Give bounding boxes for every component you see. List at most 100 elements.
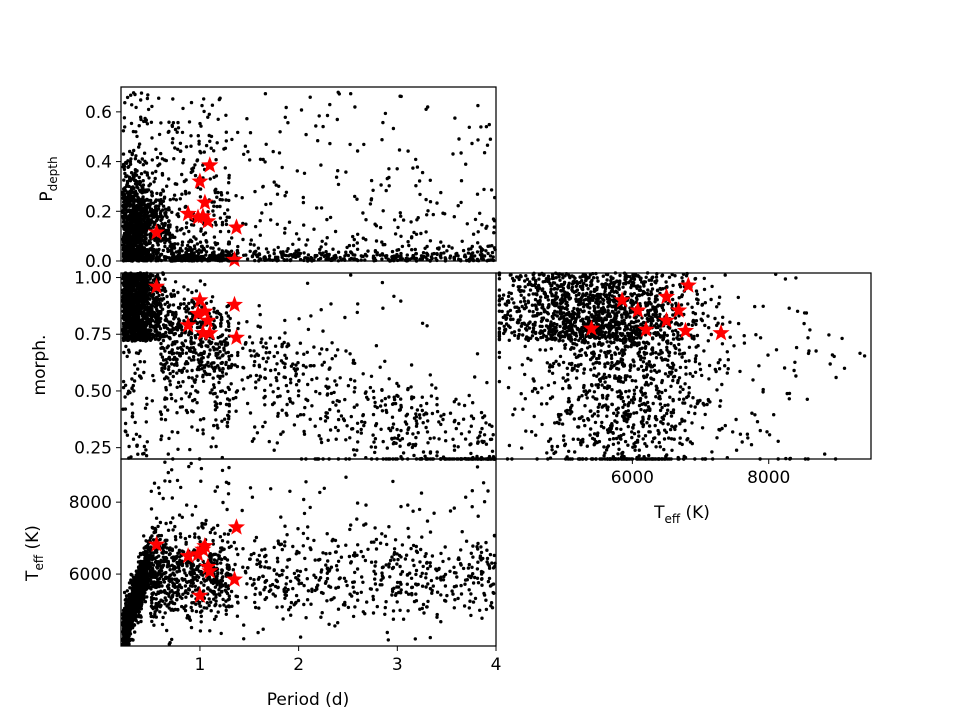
mid-point — [256, 353, 261, 358]
top-point — [127, 209, 131, 213]
mid-point — [479, 410, 484, 415]
top-point — [416, 216, 420, 220]
mid-point — [171, 340, 175, 345]
top-point — [127, 252, 131, 256]
mid-point — [127, 298, 131, 303]
mid-point — [209, 445, 213, 449]
mid-point — [134, 282, 138, 287]
top-point — [176, 147, 180, 151]
top-point — [269, 218, 273, 222]
top-point — [250, 254, 255, 259]
top-point — [286, 121, 290, 125]
top-point — [149, 208, 153, 212]
top-point — [158, 253, 162, 258]
top-point — [169, 243, 173, 247]
top-point — [163, 234, 167, 238]
top-point — [312, 227, 316, 231]
mid-point — [123, 395, 127, 399]
top-point — [131, 174, 136, 179]
top-point — [328, 102, 332, 107]
mid-point — [179, 302, 183, 306]
top-point — [142, 218, 146, 223]
mid-point — [157, 301, 161, 305]
top-point — [218, 204, 222, 209]
mid-point — [343, 397, 347, 402]
mid-point — [176, 322, 180, 326]
top-point — [320, 239, 324, 243]
mid-point — [309, 314, 313, 318]
top-point — [134, 173, 139, 177]
top-point — [280, 255, 284, 259]
mid-point — [331, 400, 335, 404]
mid-point — [355, 448, 359, 452]
top-point — [163, 241, 167, 245]
mid-point — [122, 321, 127, 326]
mid-point — [125, 433, 130, 437]
mid-point — [201, 432, 205, 436]
mid-point — [435, 409, 440, 414]
mid-point — [171, 311, 176, 315]
mid-point — [133, 363, 137, 367]
mid-point — [212, 310, 216, 314]
top-point — [435, 252, 439, 256]
mid-point — [184, 391, 188, 395]
top-point — [236, 130, 240, 135]
top-point — [141, 163, 146, 167]
right-point — [731, 430, 735, 434]
mid-point — [191, 300, 196, 304]
top-point — [121, 192, 126, 196]
mid-point — [312, 364, 316, 368]
top-point — [438, 254, 443, 258]
top-point — [302, 171, 307, 175]
mid-point — [275, 351, 280, 355]
mid-point — [380, 280, 385, 285]
top-point — [146, 249, 150, 253]
right-point — [732, 344, 736, 348]
mid-point — [190, 409, 194, 413]
mid-point — [355, 310, 359, 315]
mid-point — [452, 444, 457, 448]
top-point — [167, 231, 172, 235]
top-point — [439, 240, 443, 244]
mid-point — [435, 396, 439, 401]
mid-point — [332, 390, 336, 395]
top-point — [166, 249, 170, 254]
top-point — [128, 149, 132, 154]
mid-point — [131, 437, 136, 441]
top-point — [166, 130, 170, 134]
top-point — [428, 239, 433, 243]
top-point — [180, 243, 184, 247]
mid-point — [261, 424, 265, 429]
mid-point — [421, 421, 425, 425]
top-point — [267, 257, 271, 261]
mid-point — [414, 442, 418, 446]
top-point — [244, 222, 248, 226]
top-point — [459, 179, 464, 183]
mid-point — [193, 378, 198, 382]
top-point — [125, 196, 129, 200]
right-point — [580, 394, 584, 398]
top-point — [137, 124, 141, 128]
mid-point — [459, 432, 464, 436]
top-point — [287, 220, 292, 224]
top-point — [324, 242, 328, 246]
mid-point — [125, 338, 130, 342]
top-point — [129, 121, 134, 126]
top-point — [135, 250, 139, 254]
mid-point — [411, 395, 416, 400]
top-point — [266, 250, 270, 254]
top-point — [283, 231, 287, 235]
mid-point — [390, 415, 395, 419]
mid-point — [167, 330, 172, 335]
mid-point — [159, 341, 163, 346]
mid-point — [456, 445, 460, 449]
mid-point — [168, 383, 172, 387]
mid-point — [425, 324, 429, 328]
top-point — [199, 229, 203, 233]
mid-point — [122, 317, 127, 321]
mid-point — [373, 437, 378, 441]
mid-point — [319, 308, 323, 312]
mid-point — [237, 321, 241, 325]
top-point — [263, 160, 267, 164]
mid-point — [198, 418, 203, 422]
